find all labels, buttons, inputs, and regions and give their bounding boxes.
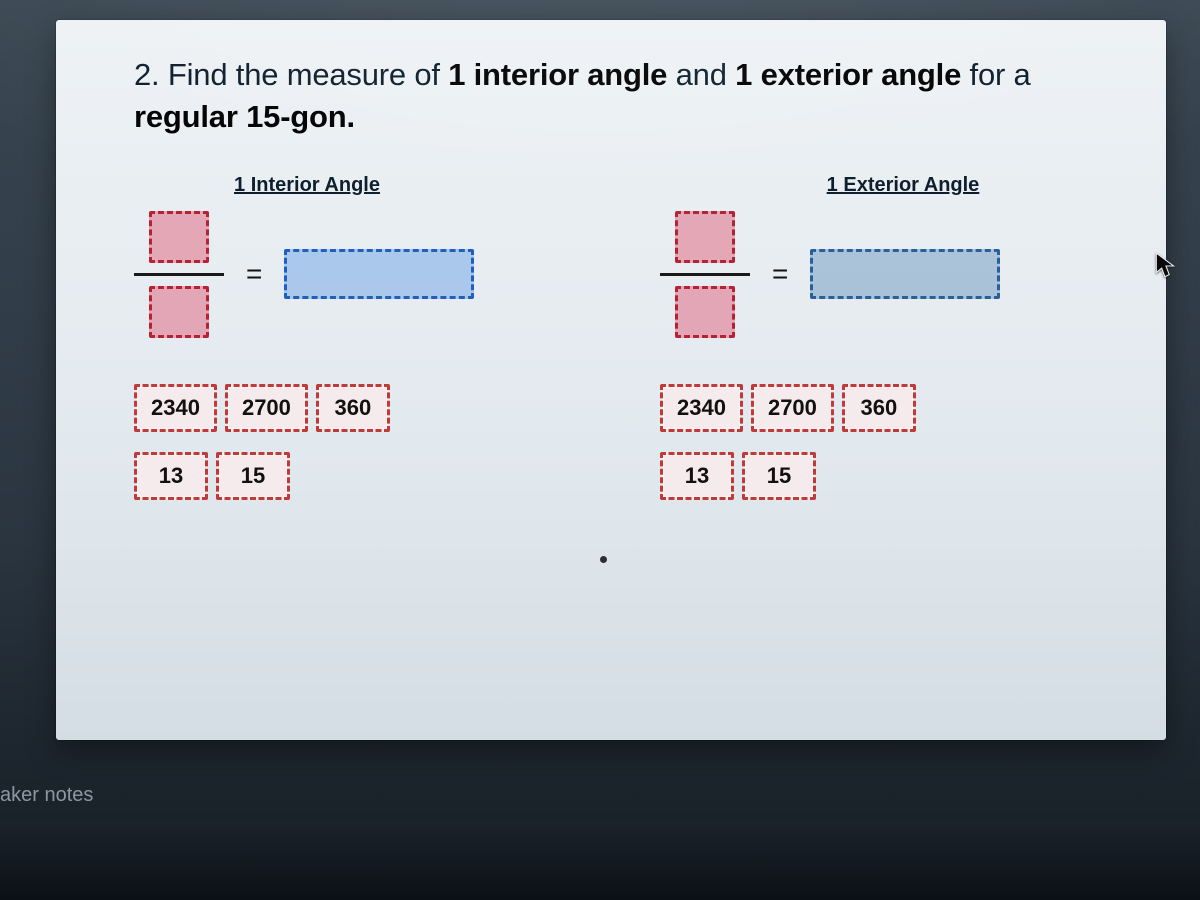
- interior-denominator-slot[interactable]: [149, 286, 209, 338]
- interior-numerator-slot[interactable]: [149, 211, 209, 263]
- exterior-numerator-slot[interactable]: [675, 211, 735, 263]
- interior-title: 1 Interior Angle: [134, 174, 600, 197]
- exterior-denominator-slot[interactable]: [675, 286, 735, 338]
- exterior-fraction: [660, 211, 750, 338]
- interior-choices: 2340 2700 360 13 15: [134, 384, 600, 500]
- choice-chip[interactable]: 2340: [134, 384, 217, 432]
- question-text: 2. Find the measure of 1 interior angle …: [134, 54, 1126, 138]
- exterior-answer-slot[interactable]: [810, 249, 1000, 299]
- choice-chip[interactable]: 2340: [660, 384, 743, 432]
- exterior-title: 1 Exterior Angle: [660, 174, 1126, 197]
- choice-chip[interactable]: 15: [216, 452, 290, 500]
- choice-chip[interactable]: 2700: [751, 384, 834, 432]
- fraction-line: [660, 273, 750, 276]
- bottom-dark-strip: [0, 820, 1200, 900]
- q-bold-1: 1 interior angle: [448, 57, 667, 92]
- q-bold-3: regular 15-gon.: [134, 99, 355, 134]
- speaker-notes-bar[interactable]: aker notes: [0, 772, 1200, 818]
- choice-chip[interactable]: 360: [842, 384, 916, 432]
- interior-equation: =: [134, 211, 600, 338]
- exterior-equation: =: [660, 211, 1126, 338]
- choice-chip[interactable]: 13: [134, 452, 208, 500]
- center-dot: [600, 556, 607, 563]
- q-prefix: 2. Find the measure of: [134, 57, 448, 92]
- choice-chip[interactable]: 15: [742, 452, 816, 500]
- interior-answer-slot[interactable]: [284, 249, 474, 299]
- q-tail1: for a: [961, 57, 1030, 92]
- q-mid: and: [667, 57, 735, 92]
- speaker-notes-label: aker notes: [0, 784, 93, 807]
- exterior-choices: 2340 2700 360 13 15: [660, 384, 1126, 500]
- fraction-line: [134, 273, 224, 276]
- slide-frame: 2. Find the measure of 1 interior angle …: [56, 20, 1166, 740]
- interior-column: 1 Interior Angle = 2340 2700 360 13 15: [134, 174, 600, 500]
- equals-sign: =: [768, 258, 792, 290]
- exterior-column: 1 Exterior Angle = 2340 2700 360 13 15: [660, 174, 1126, 500]
- interior-fraction: [134, 211, 224, 338]
- q-bold-2: 1 exterior angle: [735, 57, 961, 92]
- choice-chip[interactable]: 2700: [225, 384, 308, 432]
- equals-sign: =: [242, 258, 266, 290]
- choice-chip[interactable]: 360: [316, 384, 390, 432]
- choice-chip[interactable]: 13: [660, 452, 734, 500]
- columns: 1 Interior Angle = 2340 2700 360 13 15: [134, 174, 1126, 500]
